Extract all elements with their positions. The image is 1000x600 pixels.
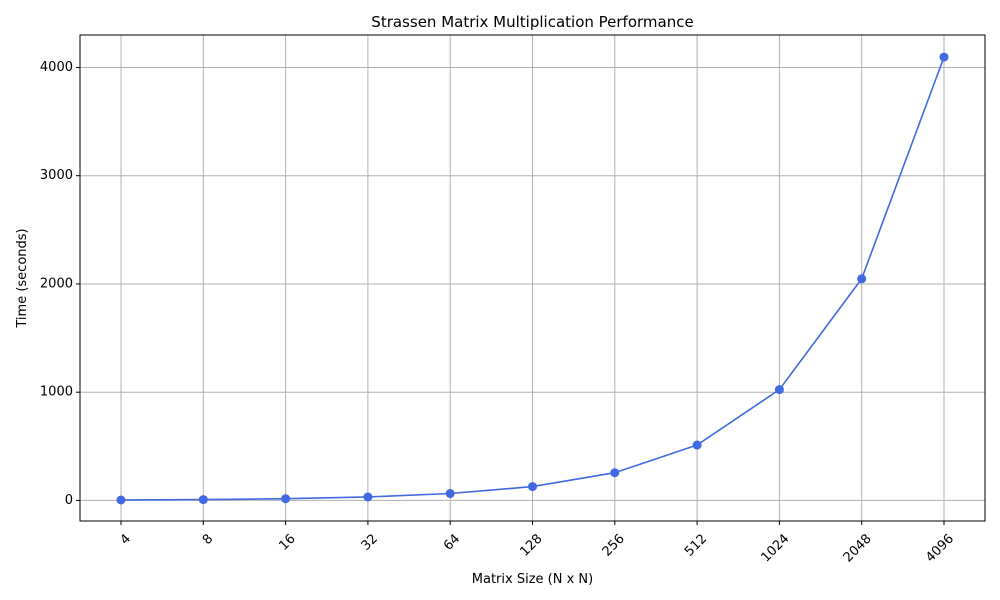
x-tick-label: 1024 — [758, 531, 792, 565]
data-point — [610, 468, 620, 478]
chart-title: Strassen Matrix Multiplication Performan… — [371, 13, 693, 31]
x-tick-label: 8 — [200, 531, 216, 547]
data-point — [774, 385, 784, 395]
data-point — [281, 494, 291, 504]
x-tick-label: 32 — [359, 531, 381, 553]
x-tick-label: 2048 — [841, 531, 875, 565]
grid — [80, 35, 985, 521]
y-tick-label: 2000 — [40, 276, 73, 291]
data-point — [116, 495, 126, 505]
data-point — [939, 52, 949, 62]
data-point — [528, 482, 537, 492]
x-axis-title: Matrix Size (N x N) — [472, 572, 593, 587]
data-point — [363, 492, 373, 502]
data-point — [445, 489, 455, 499]
y-axis-title: Time (seconds) — [15, 228, 30, 328]
series-layer — [116, 52, 949, 505]
y-axis: 0 1000 2000 3000 4000 — [40, 60, 80, 508]
x-tick-label: 64 — [441, 531, 463, 553]
y-tick-label: 4000 — [40, 60, 73, 75]
x-tick-label: 256 — [600, 531, 628, 559]
x-tick-label: 16 — [276, 531, 298, 553]
x-tick-label: 128 — [517, 531, 545, 559]
x-tick-label: 512 — [682, 531, 710, 559]
y-tick-label: 0 — [65, 493, 73, 508]
data-point — [692, 440, 702, 450]
data-point — [857, 274, 867, 284]
y-tick-label: 1000 — [40, 385, 73, 400]
data-point — [198, 495, 208, 505]
x-tick-label: 4096 — [923, 531, 957, 565]
x-tick-label: 4 — [118, 531, 134, 547]
y-tick-label: 3000 — [40, 168, 73, 183]
x-axis: 4 8 16 32 64 128 256 512 1024 2048 4096 — [118, 521, 957, 565]
